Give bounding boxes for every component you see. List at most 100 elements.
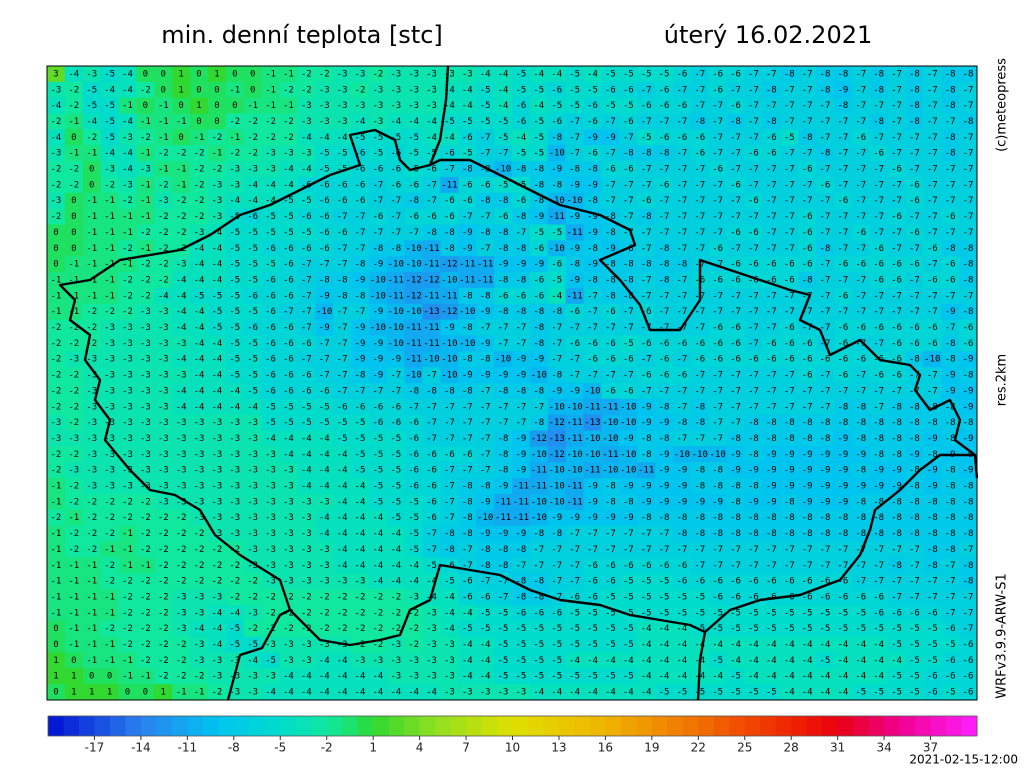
cell-value: -4 xyxy=(283,672,294,682)
cell-value: -8 xyxy=(712,529,723,539)
cell-value: 0 xyxy=(71,228,76,238)
cell-value: -7 xyxy=(891,196,902,206)
cell-value: -6 xyxy=(802,339,813,349)
cell xyxy=(422,66,441,83)
cell-value: -9 xyxy=(551,165,562,175)
cell-value: 1 xyxy=(71,672,76,682)
cell-value: -6 xyxy=(605,339,616,349)
cell-value: -8 xyxy=(516,592,527,602)
cell-value: -1 xyxy=(140,212,151,222)
cell-value: -4 xyxy=(480,672,491,682)
cell-value: -3 xyxy=(211,513,222,523)
cell-value: -2 xyxy=(140,291,151,301)
cell-value: -6 xyxy=(462,450,473,460)
cell-value: -6 xyxy=(802,260,813,270)
cell-value: -5 xyxy=(390,497,401,507)
cell-value: -7 xyxy=(659,529,670,539)
cell xyxy=(422,81,441,99)
cell-value: -7 xyxy=(426,180,437,190)
cell-value: -9 xyxy=(784,482,795,492)
cell-value: -4 xyxy=(355,529,366,539)
cell-value: -5 xyxy=(355,466,366,476)
cell-value: -9 xyxy=(462,244,473,254)
cell-value: -7 xyxy=(748,386,759,396)
cell-value: -8 xyxy=(855,434,866,444)
cell-value: -4 xyxy=(837,672,848,682)
cell xyxy=(476,97,495,114)
cell-value: -8 xyxy=(533,339,544,349)
cell-value: -5 xyxy=(462,117,473,127)
colorbar-tick-label: 7 xyxy=(462,741,470,755)
cell-value: -6 xyxy=(676,101,687,111)
colorbar-block xyxy=(589,716,606,736)
cell-value: -8 xyxy=(963,418,974,428)
cell-value: -1 xyxy=(51,592,62,602)
cell-value: -4 xyxy=(247,196,258,206)
cell-value: -12 xyxy=(441,260,457,270)
cell-value: -5 xyxy=(229,307,240,317)
cell-value: -6 xyxy=(498,212,509,222)
cell-value: -7 xyxy=(462,434,473,444)
cell-value: -5 xyxy=(283,402,294,412)
cell-value: -5 xyxy=(730,688,741,698)
cell-value: -9 xyxy=(837,466,848,476)
cell xyxy=(565,129,584,146)
cell-value: -5 xyxy=(372,434,383,444)
cell-value: -7 xyxy=(837,180,848,190)
cell-value: -4 xyxy=(766,656,777,666)
cell-value: -4 xyxy=(444,592,455,602)
cell-value: -4 xyxy=(372,561,383,571)
cell xyxy=(887,113,906,130)
cell-value: -4 xyxy=(802,656,813,666)
cell-value: -4 xyxy=(426,133,437,143)
cell-value: -7 xyxy=(659,165,670,175)
cell-value: -5 xyxy=(104,69,115,79)
cell-value: -5 xyxy=(569,69,580,79)
cell xyxy=(619,66,638,83)
cell-value: -2 xyxy=(140,497,151,507)
cell-value: -5 xyxy=(855,624,866,634)
cell-value: -2 xyxy=(68,497,79,507)
cell-value: -7 xyxy=(337,386,348,396)
cell-value: -8 xyxy=(909,434,920,444)
cell-value: -8 xyxy=(945,149,956,159)
cell-value: -8 xyxy=(694,466,705,476)
cell-value: -9 xyxy=(498,482,509,492)
cell-value: -7 xyxy=(748,291,759,301)
cell-value: -4 xyxy=(462,101,473,111)
cell-value: -5 xyxy=(748,608,759,618)
colorbar-block xyxy=(78,716,95,736)
cell-value: -7 xyxy=(927,291,938,301)
cell-value: -4 xyxy=(122,149,133,159)
colorbar-block xyxy=(620,716,637,736)
cell-value: -7 xyxy=(694,323,705,333)
cell-value: -5 xyxy=(283,212,294,222)
cell-value: -2 xyxy=(176,529,187,539)
cell-value: -7 xyxy=(802,545,813,555)
cell-value: -6 xyxy=(408,434,419,444)
cell-value: -7 xyxy=(730,418,741,428)
cell-value: -8 xyxy=(462,291,473,301)
cell-value: -3 xyxy=(301,497,312,507)
cell xyxy=(762,66,781,83)
cell xyxy=(279,145,298,162)
cell-value: -6 xyxy=(891,260,902,270)
cell-value: -7 xyxy=(748,402,759,412)
cell-value: -9 xyxy=(569,244,580,254)
cell xyxy=(637,81,656,99)
cell-value: -8 xyxy=(533,529,544,539)
cell-value: -7 xyxy=(802,149,813,159)
cell-value: -2 xyxy=(68,339,79,349)
cell-value: -6 xyxy=(891,339,902,349)
cell-value: -2 xyxy=(140,624,151,634)
cell-value: -6 xyxy=(730,180,741,190)
cell-value: -7 xyxy=(641,529,652,539)
cell-value: -6 xyxy=(712,355,723,365)
cell-value: -5 xyxy=(551,228,562,238)
cell-value: -5 xyxy=(390,466,401,476)
cell-value: -6 xyxy=(587,592,598,602)
cell-value: -7 xyxy=(730,196,741,206)
cell-value: -7 xyxy=(676,355,687,365)
cell-value: -7 xyxy=(301,355,312,365)
cell-value: -9 xyxy=(533,260,544,270)
